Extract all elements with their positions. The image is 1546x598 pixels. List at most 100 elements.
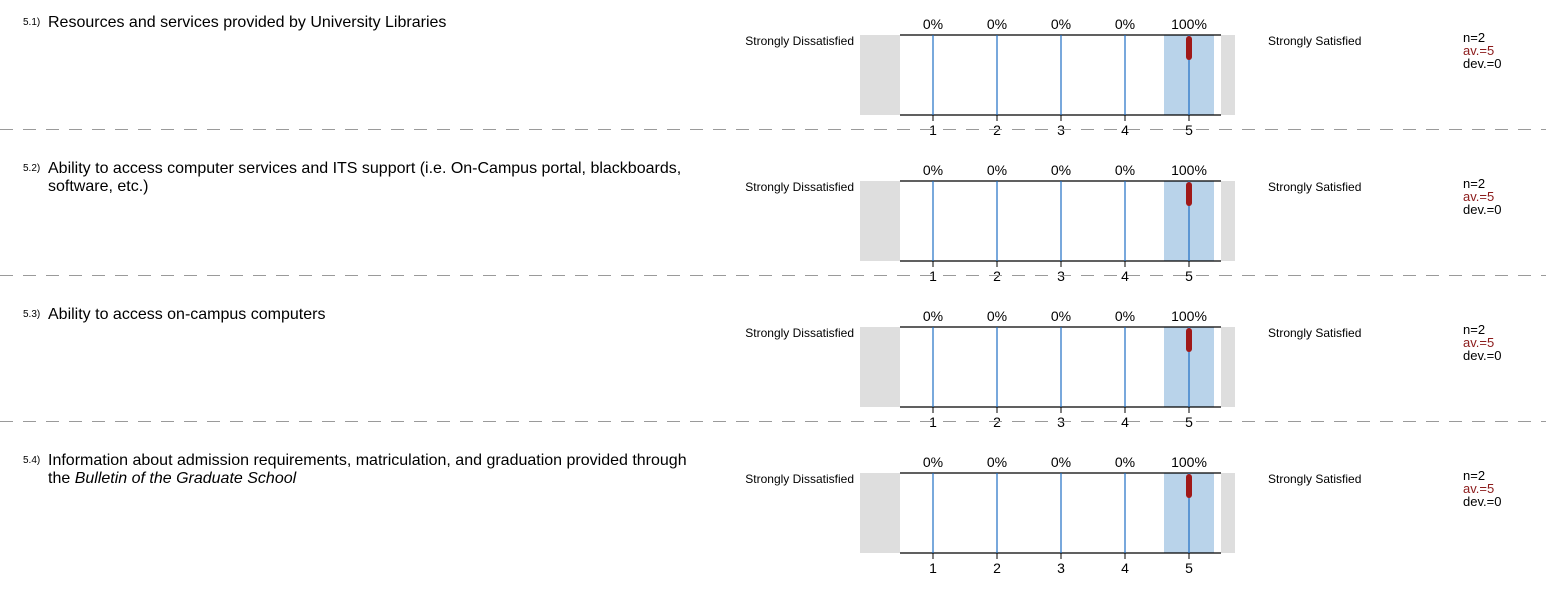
stat-n: n=2 (1463, 176, 1486, 191)
scale-tick-label: 1 (929, 560, 937, 576)
stats-panel: n=2 av.=5 dev.=0 (1463, 31, 1501, 70)
percent-label: 0% (987, 308, 1007, 324)
mean-marker-bar (1186, 328, 1192, 352)
question-text-main: Resources and services provided by Unive… (48, 14, 447, 31)
question-number: 5.4) (23, 455, 41, 466)
right-anchor-label: Strongly Satisfied (1268, 472, 1362, 486)
scale-tick-label: 2 (993, 268, 1001, 284)
question-text-main: Ability to access computer services and … (48, 160, 682, 195)
percent-label: 0% (987, 162, 1007, 178)
scale-tick-label: 2 (993, 414, 1001, 430)
question-text-italic: Bulletin of the Graduate School (74, 470, 297, 487)
percent-label: 0% (987, 16, 1007, 32)
question-number: 5.2) (23, 163, 41, 174)
percent-label: 0% (1051, 308, 1071, 324)
scale-tick-label: 2 (993, 122, 1001, 138)
section-divider (0, 421, 1546, 422)
percent-label: 0% (1115, 308, 1135, 324)
scale-tick-label: 3 (1057, 268, 1065, 284)
percent-label: 0% (1115, 162, 1135, 178)
scale-tick-label: 4 (1121, 560, 1129, 576)
scale-tick-label: 5 (1185, 560, 1193, 576)
scale-tick-label: 4 (1121, 268, 1129, 284)
scale-tick-label: 4 (1121, 122, 1129, 138)
rating-scale-chart: 0% 1 0% 2 0% 3 0% 4 100% 5 (860, 16, 1235, 138)
scale-tick-label: 1 (929, 414, 937, 430)
percent-label: 0% (1115, 16, 1135, 32)
scale-right-box (1221, 473, 1235, 553)
stat-average: av.=5 (1463, 481, 1495, 496)
percent-label: 0% (923, 454, 943, 470)
percent-label: 100% (1171, 454, 1207, 470)
scale-left-box (860, 327, 900, 407)
scale-right-box (1221, 35, 1235, 115)
stat-average: av.=5 (1463, 189, 1495, 204)
question-block: 5.3) Ability to access on-campus computer… (0, 306, 1546, 452)
left-anchor-label: Strongly Dissatisfied (745, 34, 854, 48)
stat-n: n=2 (1463, 322, 1486, 337)
right-anchor-label: Strongly Satisfied (1268, 34, 1362, 48)
question-text: Ability to access on-campus computers (48, 306, 688, 324)
scale-left-box (860, 473, 900, 553)
scale-tick-label: 5 (1185, 122, 1193, 138)
percent-label: 100% (1171, 16, 1207, 32)
percent-label: 100% (1171, 162, 1207, 178)
mean-marker-bar (1186, 182, 1192, 206)
rating-scale-chart: 0% 1 0% 2 0% 3 0% 4 100% 5 (860, 162, 1235, 284)
question-number: 5.1) (23, 17, 41, 28)
scale-tick-label: 1 (929, 268, 937, 284)
scale-tick-label: 5 (1185, 414, 1193, 430)
stat-deviation: dev.=0 (1463, 202, 1502, 217)
question-text: Information about admission requirements… (48, 452, 688, 488)
percent-label: 0% (987, 454, 1007, 470)
right-anchor-label: Strongly Satisfied (1268, 180, 1362, 194)
stat-deviation: dev.=0 (1463, 348, 1502, 363)
mean-marker-bar (1186, 36, 1192, 60)
scale-tick-label: 4 (1121, 414, 1129, 430)
scale-tick-label: 2 (993, 560, 1001, 576)
percent-label: 0% (923, 16, 943, 32)
section-divider (0, 275, 1546, 276)
scale-right-box (1221, 181, 1235, 261)
scale-tick-label: 3 (1057, 414, 1065, 430)
left-anchor-label: Strongly Dissatisfied (745, 326, 854, 340)
scale-right-box (1221, 327, 1235, 407)
stat-n: n=2 (1463, 468, 1486, 483)
question-block: 5.4) Information about admission requirem… (0, 452, 1546, 598)
left-anchor-label: Strongly Dissatisfied (745, 180, 854, 194)
question-text: Resources and services provided by Unive… (48, 14, 688, 32)
question-block: 5.2) Ability to access computer services … (0, 160, 1546, 306)
scale-tick-label: 5 (1185, 268, 1193, 284)
rating-scale-chart: 0% 1 0% 2 0% 3 0% 4 100% 5 (860, 308, 1235, 430)
scale-left-box (860, 181, 900, 261)
stat-average: av.=5 (1463, 43, 1495, 58)
percent-label: 0% (923, 308, 943, 324)
percent-label: 0% (1051, 16, 1071, 32)
scale-tick-label: 3 (1057, 122, 1065, 138)
mean-marker-bar (1186, 474, 1192, 498)
question-text-main: Ability to access on-campus computers (48, 306, 326, 323)
percent-label: 0% (1115, 454, 1135, 470)
stat-n: n=2 (1463, 30, 1486, 45)
left-anchor-label: Strongly Dissatisfied (745, 472, 854, 486)
question-block: 5.1) Resources and services provided by U… (0, 14, 1546, 160)
percent-label: 0% (923, 162, 943, 178)
question-text: Ability to access computer services and … (48, 160, 688, 196)
scale-tick-label: 1 (929, 122, 937, 138)
stats-panel: n=2 av.=5 dev.=0 (1463, 177, 1501, 216)
rating-scale-chart: 0% 1 0% 2 0% 3 0% 4 100% 5 (860, 454, 1235, 576)
section-divider (0, 129, 1546, 130)
stats-panel: n=2 av.=5 dev.=0 (1463, 323, 1501, 362)
stat-deviation: dev.=0 (1463, 56, 1502, 71)
question-number: 5.3) (23, 309, 41, 320)
right-anchor-label: Strongly Satisfied (1268, 326, 1362, 340)
percent-label: 0% (1051, 162, 1071, 178)
question-text-main: Information about admission requirements… (48, 452, 687, 487)
stats-panel: n=2 av.=5 dev.=0 (1463, 469, 1501, 508)
stat-average: av.=5 (1463, 335, 1495, 350)
percent-label: 100% (1171, 308, 1207, 324)
stat-deviation: dev.=0 (1463, 494, 1502, 509)
percent-label: 0% (1051, 454, 1071, 470)
scale-left-box (860, 35, 900, 115)
scale-tick-label: 3 (1057, 560, 1065, 576)
